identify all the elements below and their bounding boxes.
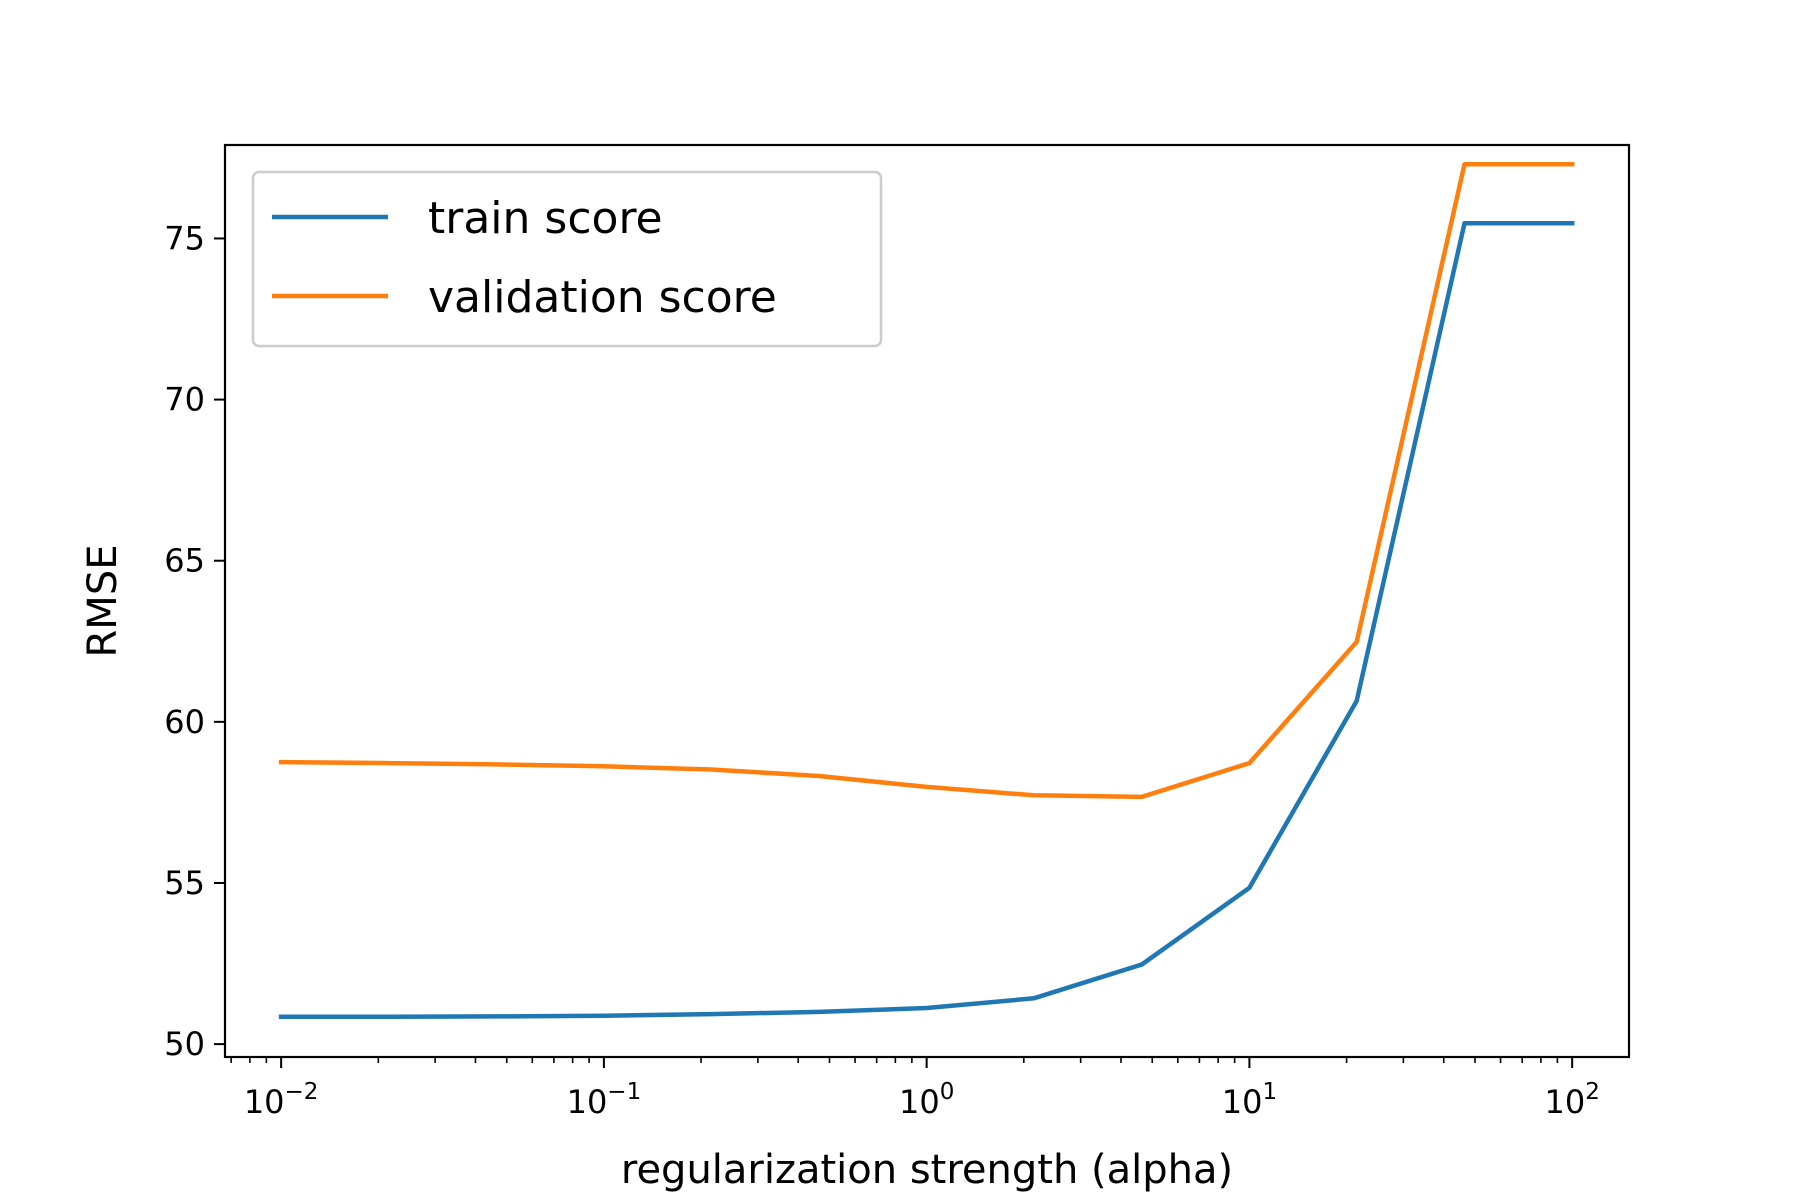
y-tick-label: 65 [164,542,205,580]
x-tick-label: 10−2 [244,1079,319,1121]
x-tick-label: 102 [1544,1079,1599,1121]
x-major-ticks: 10−2 10−1 100 101 102 [244,1057,1600,1121]
series-lines [278,162,1575,1019]
x-tick-label: 10−1 [567,1079,642,1121]
y-tick-label: 70 [164,381,205,419]
x-tick-label: 100 [899,1079,954,1121]
legend-box [251,170,883,348]
y-tick-label: 55 [164,864,205,902]
series-line-validation-score [278,162,1575,800]
x-tick-label: 101 [1222,1079,1277,1121]
x-axis-label: regularization strength (alpha) [621,1147,1233,1193]
y-tick-label: 60 [164,703,205,741]
y-axis-label: RMSE [80,545,126,658]
legend-label-validation-score: validation score [428,272,777,323]
y-tick-label: 50 [164,1025,205,1063]
series-line-train-score [278,221,1575,1019]
legend: train score validation score [251,170,883,348]
y-axis-ticks: 50 55 60 65 70 75 [164,219,225,1063]
y-tick-label: 75 [164,219,205,257]
legend-label-train-score: train score [428,193,663,244]
plot-area-frame [223,143,1631,1059]
